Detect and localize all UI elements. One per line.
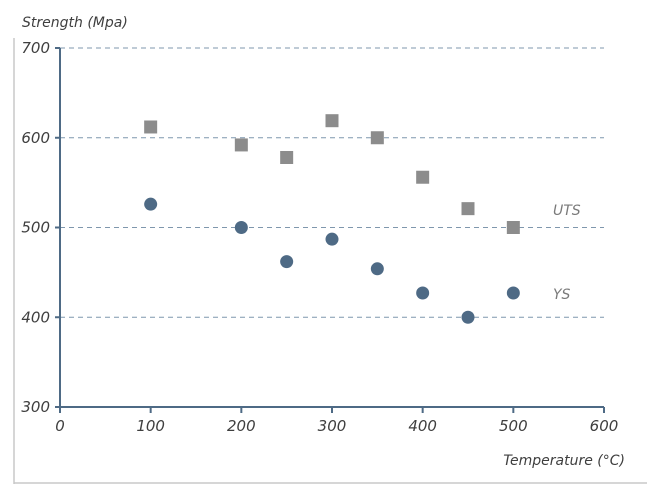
data-point-uts-5 [416,170,430,184]
grid-lines [60,47,604,318]
data-point-ys-4 [370,262,384,276]
x-tick-label-600: 600 [590,417,619,435]
y-axis-title: Strength (Mpa) [22,15,128,31]
data-point-ys-3 [325,232,339,246]
data-point-ys-2 [280,255,294,269]
x-axis-title: Temperature (°C) [503,453,625,469]
data-point-ys-6 [461,310,475,324]
y-tick-label-700: 700 [21,39,50,57]
y-tick-label-300: 300 [21,398,50,416]
data-point-uts-3 [325,114,339,128]
data-point-uts-0 [144,120,158,134]
data-point-uts-7 [506,221,520,234]
data-point-ys-1 [234,221,248,234]
x-tick-label-400: 400 [408,417,437,435]
data-point-uts-6 [461,202,475,216]
data-point-uts-2 [280,150,294,164]
ticks: 300 400 500 600 700 0 100 200 300 400 500 600 [21,39,618,435]
x-tick-label-200: 200 [227,417,256,435]
data-point-uts-4 [370,131,384,145]
data-markers [144,114,520,324]
x-tick-label-0: 0 [55,417,65,435]
x-tick-label-300: 300 [318,417,347,435]
data-point-uts-1 [234,138,248,152]
data-point-ys-7 [506,286,520,300]
y-tick-label-500: 500 [21,219,50,237]
x-tick-label-100: 100 [136,417,165,435]
y-tick-label-600: 600 [21,129,50,147]
y-tick-label-400: 400 [21,308,50,326]
series-label-uts: UTS [553,203,581,219]
x-tick-label-500: 500 [499,417,528,435]
series-label-ys: YS [553,287,571,303]
data-point-ys-0 [144,197,158,211]
data-point-ys-5 [416,286,430,300]
